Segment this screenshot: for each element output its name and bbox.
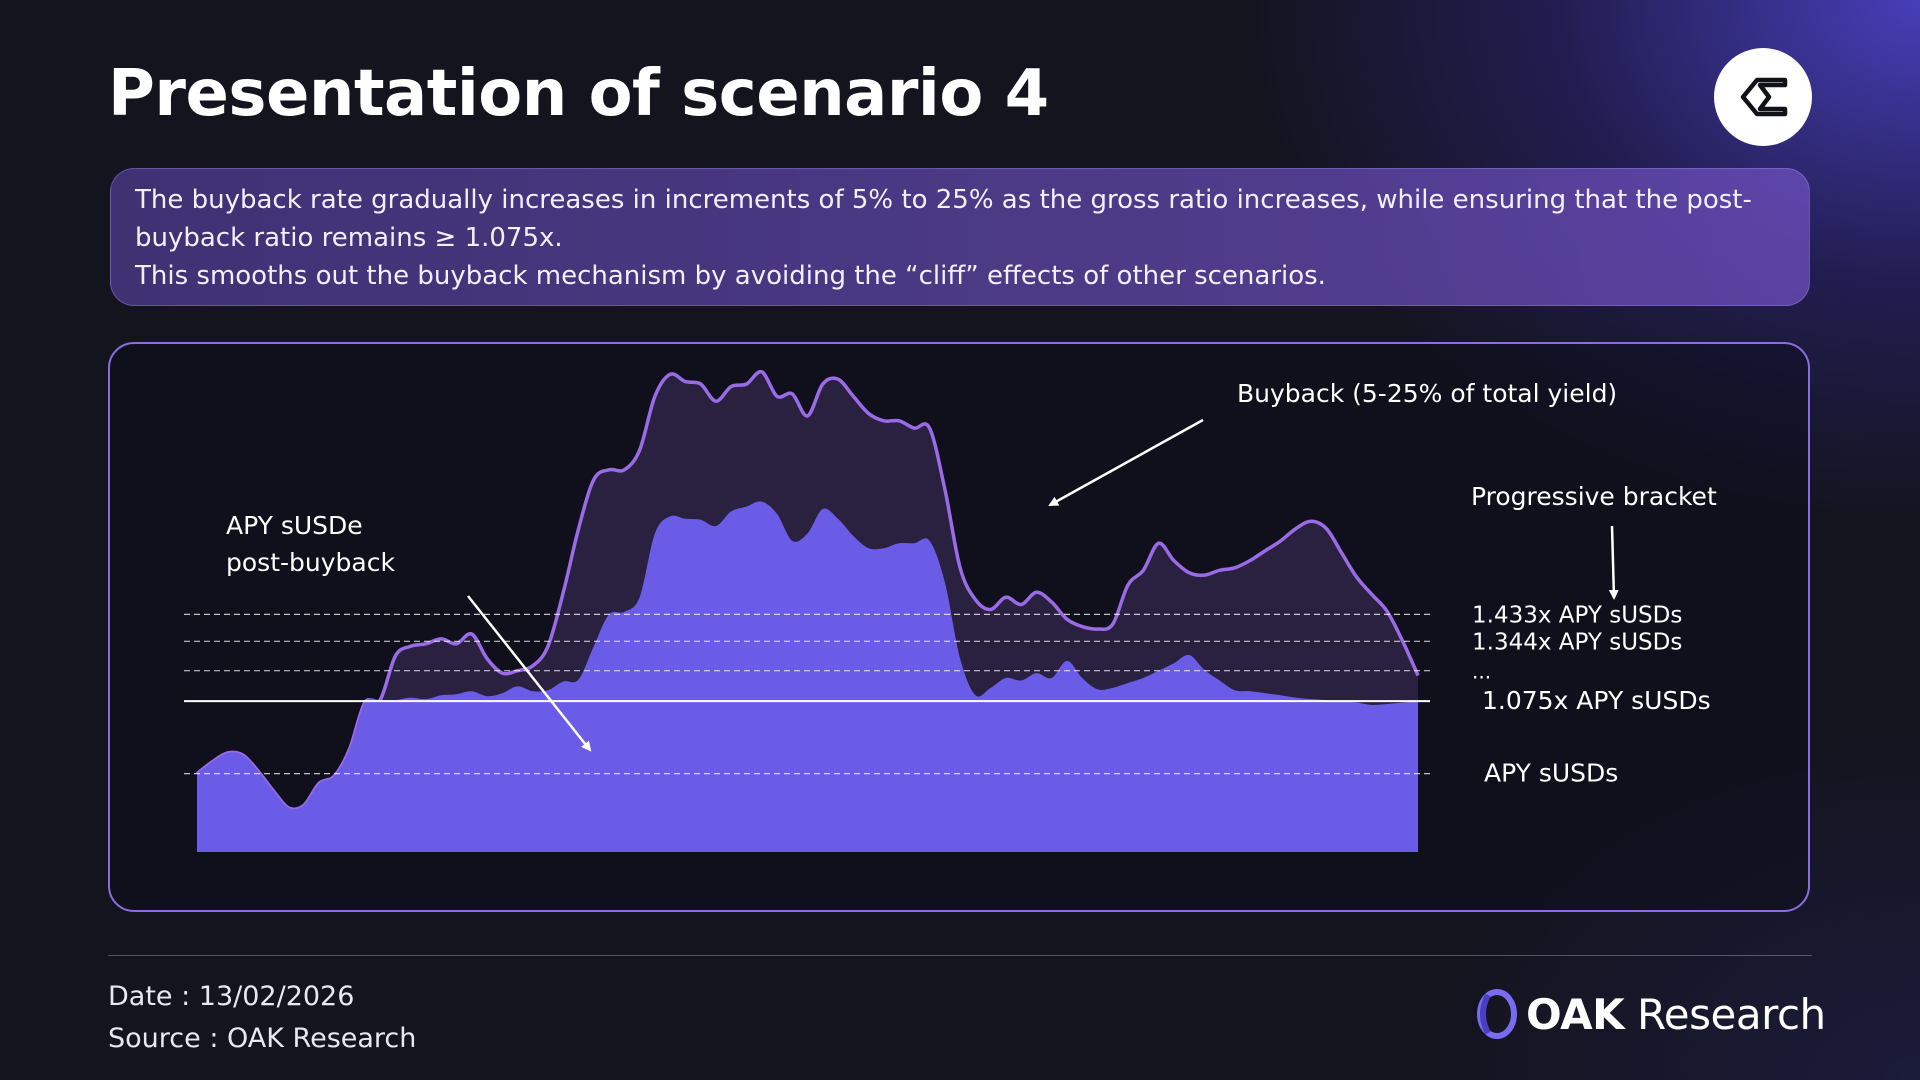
reference-label-3: 1.075x APY sUSDs — [1482, 686, 1711, 715]
description-line-2: This smooths out the buyback mechanism b… — [135, 261, 1326, 291]
reference-label-4: APY sUSDs — [1484, 759, 1618, 788]
brand-strong: OAK — [1526, 989, 1625, 1039]
annotation-buyback: Buyback (5-25% of total yield) — [1237, 379, 1617, 408]
bracket-arrow — [1608, 525, 1619, 600]
footer-date: Date : 13/02/2026 — [108, 981, 355, 1012]
description-line-1: The buyback rate gradually increases in … — [135, 185, 1752, 253]
brand-logo: OAK Research — [1476, 984, 1826, 1044]
footer-source: Source : OAK Research — [108, 1023, 417, 1054]
sigma-icon — [1740, 77, 1788, 117]
oak-ring-icon — [1477, 989, 1517, 1039]
reference-label-2: ... — [1472, 660, 1491, 684]
page-title: Presentation of scenario 4 — [108, 57, 1049, 131]
annotation-post-buyback: post-buyback — [226, 548, 395, 577]
annotation-progressive-bracket: Progressive bracket — [1471, 482, 1717, 511]
reference-label-1: 1.344x APY sUSDs — [1472, 629, 1682, 655]
brand-light: Research — [1637, 989, 1826, 1039]
footer-info: Date : 13/02/2026 Source : OAK Research — [108, 976, 416, 1060]
logo-badge — [1714, 48, 1812, 146]
post-buyback-arrow — [467, 595, 592, 752]
footer-divider — [108, 955, 1812, 956]
brand-name: OAK Research — [1526, 990, 1826, 1039]
annotation-apy-susde: APY sUSDe — [226, 511, 363, 540]
reference-label-0: 1.433x APY sUSDs — [1472, 602, 1682, 628]
buyback-arrow — [1048, 418, 1204, 507]
scenario-description: The buyback rate gradually increases in … — [110, 168, 1810, 306]
series-line-gross — [195, 369, 1420, 812]
series-area-post-buyback — [197, 501, 1418, 852]
